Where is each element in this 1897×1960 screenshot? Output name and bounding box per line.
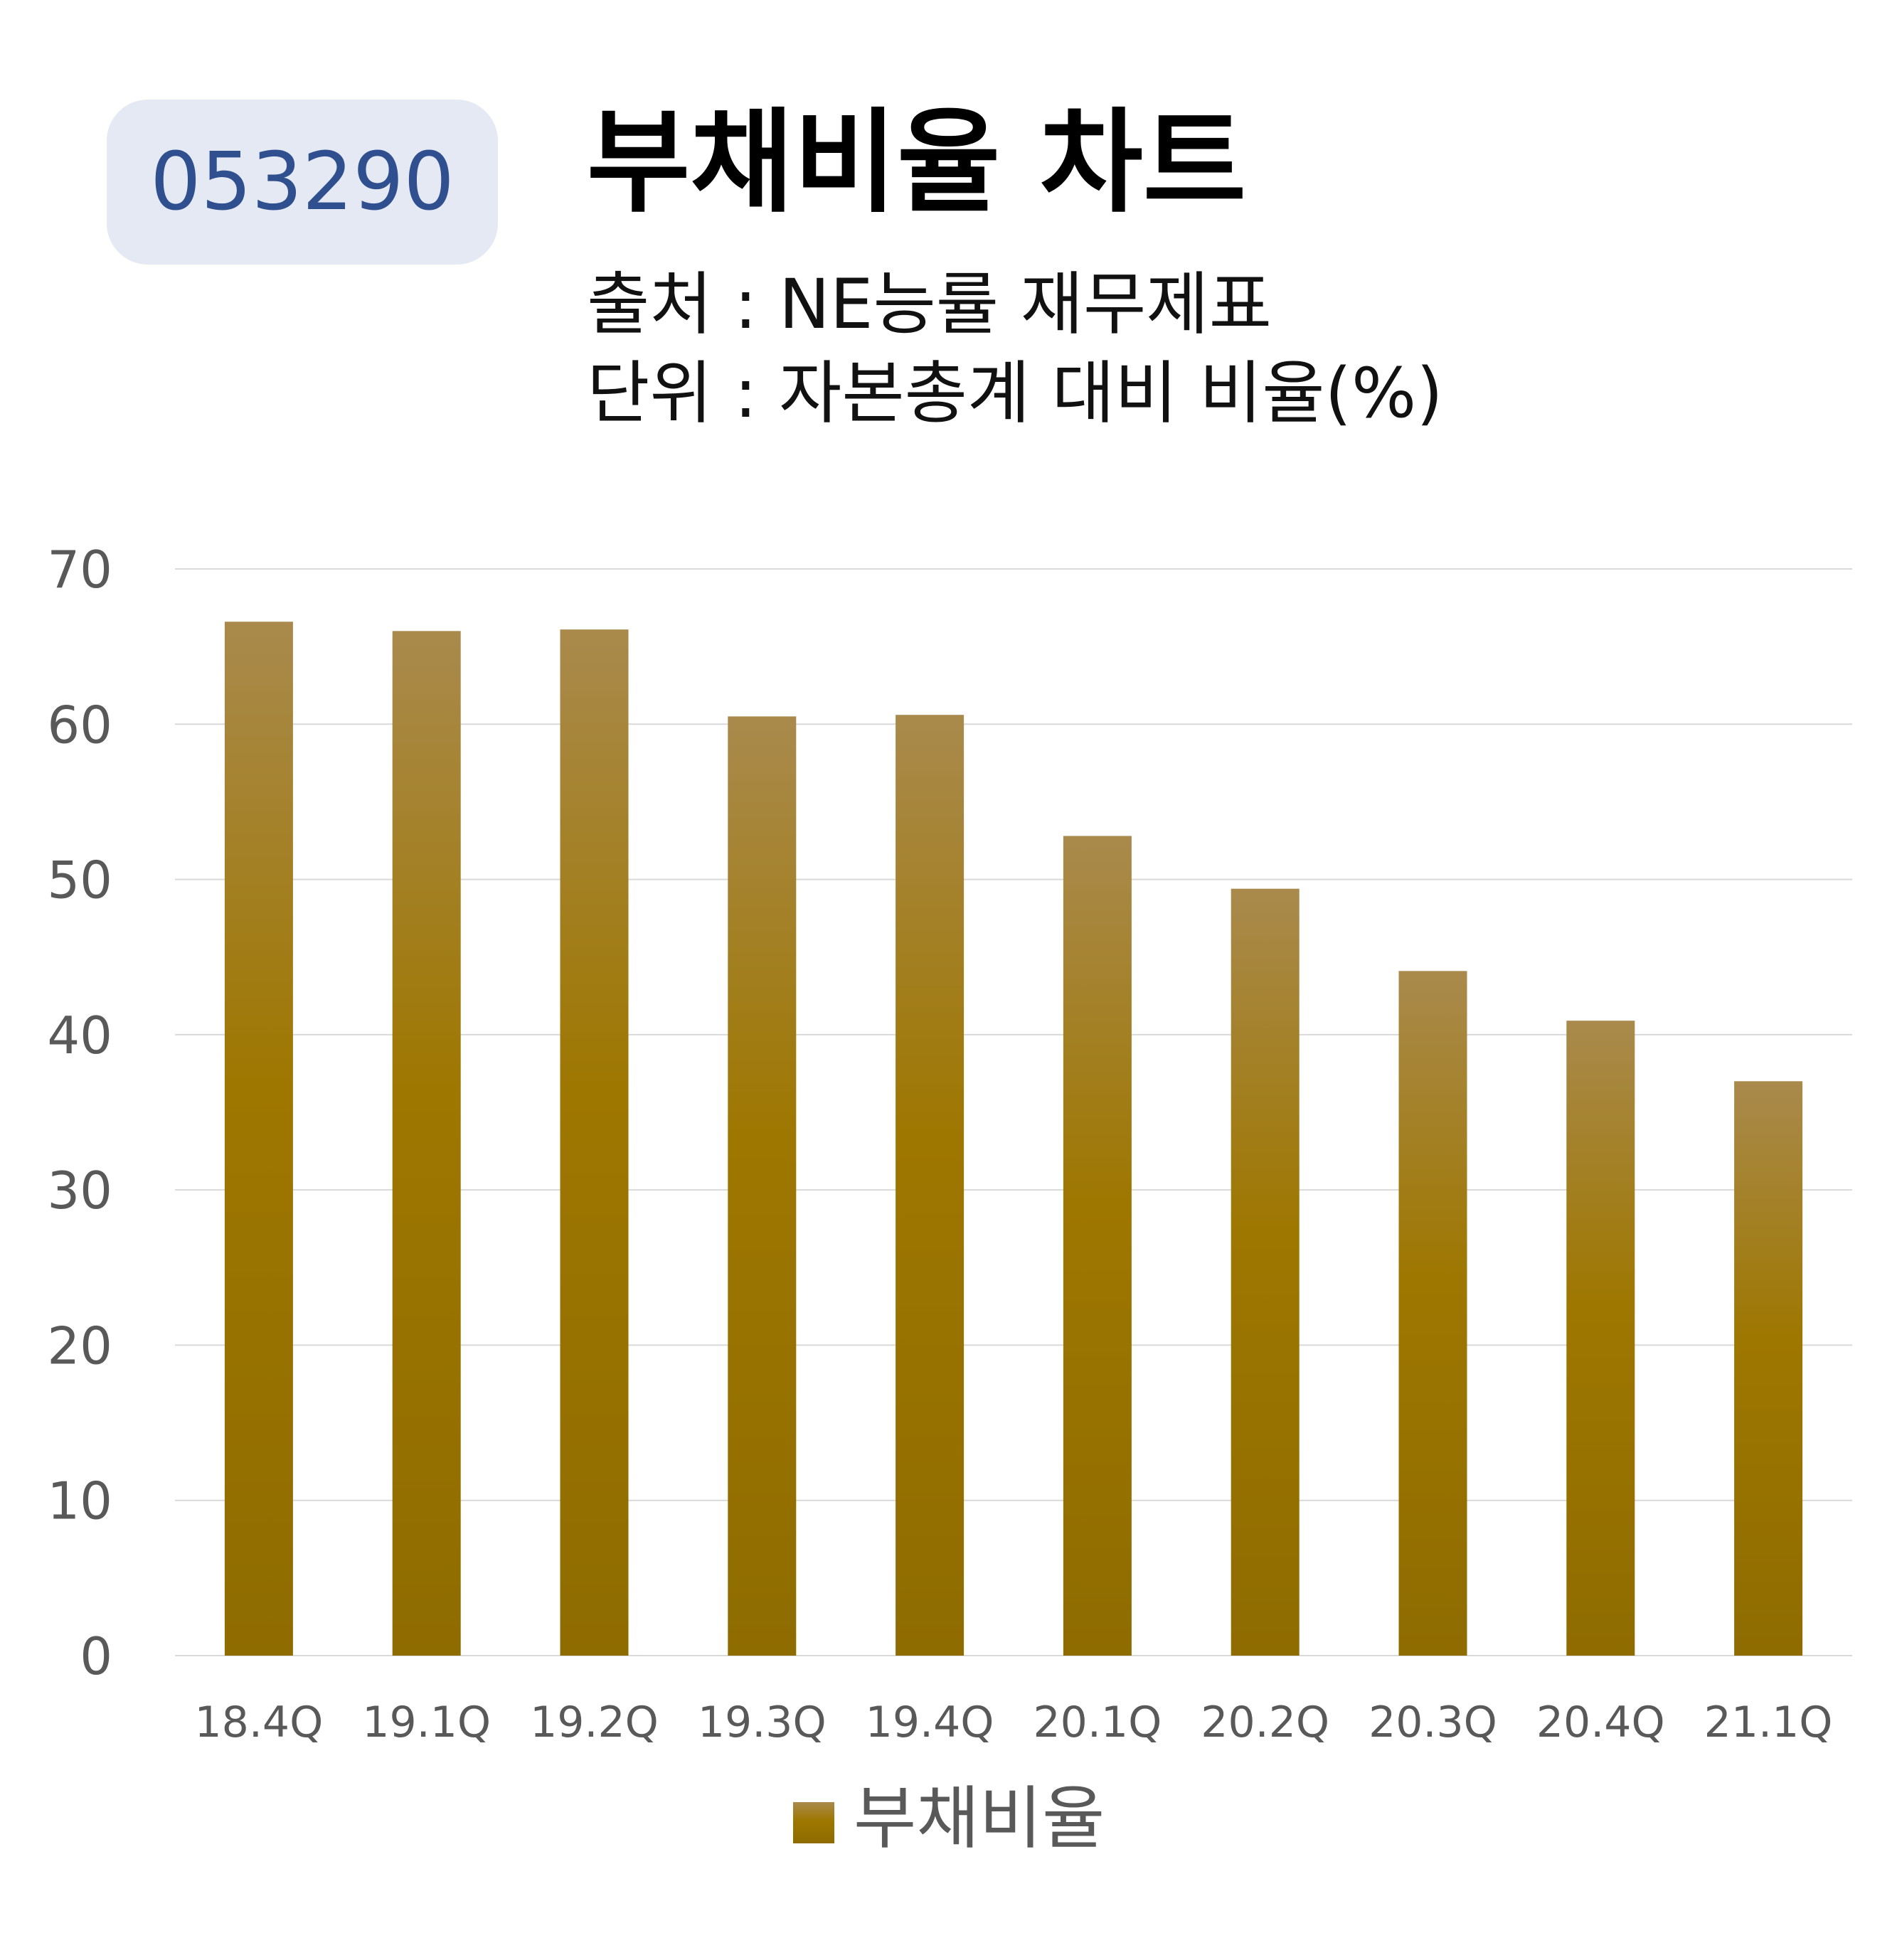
x-tick-label: 20.4Q [1536,1698,1665,1747]
x-tick-label: 19.2Q [530,1698,659,1747]
bar-20.4Q [1566,1021,1635,1656]
x-tick-label: 18.4Q [194,1698,323,1747]
y-tick-label: 0 [80,1626,112,1686]
x-tick-label: 19.4Q [866,1698,994,1747]
stock-code-badge: 053290 [107,100,498,265]
x-tick-label: 21.1Q [1704,1698,1833,1747]
legend-label: 부채비율 [854,1779,1105,1858]
y-tick-label: 10 [47,1471,112,1531]
x-tick-label: 20.3Q [1369,1698,1497,1747]
bar-20.3Q [1398,971,1467,1656]
x-tick-label: 19.3Q [698,1698,827,1747]
bars [224,622,1803,1656]
legend-swatch [793,1802,834,1843]
legend: 부채비율 [793,1779,1105,1858]
y-tick-label: 20 [47,1316,112,1375]
chart-unit: 단위 : 자본총계 대비 비율(%) [587,353,1443,433]
bar-20.2Q [1231,888,1300,1656]
bar-21.1Q [1734,1081,1803,1656]
bar-19.1Q [392,631,461,1656]
stock-code: 053290 [150,136,455,228]
x-tick-label: 19.1Q [362,1698,491,1747]
y-tick-label: 40 [47,1006,112,1065]
y-tick-label: 50 [47,851,112,910]
y-axis-ticks: 0 10 20 30 40 50 60 70 [47,540,112,1686]
bar-19.4Q [896,715,965,1656]
bar-19.3Q [728,716,797,1656]
x-axis-ticks: 18.4Q 19.1Q 19.2Q 19.3Q 19.4Q 20.1Q 20.2Q 20.3Q… [194,1698,1832,1747]
chart-title: 부채비율 차트 [587,97,1247,228]
x-tick-label: 20.1Q [1033,1698,1162,1747]
y-tick-label: 60 [47,695,112,755]
bar-19.2Q [560,629,629,1656]
x-tick-label: 20.2Q [1201,1698,1329,1747]
y-tick-label: 30 [47,1161,112,1220]
chart-source: 출처 : NE능률 재무제표 [587,265,1272,344]
bar-18.4Q [224,622,293,1656]
bar-20.1Q [1063,836,1132,1656]
y-tick-label: 70 [47,540,112,600]
